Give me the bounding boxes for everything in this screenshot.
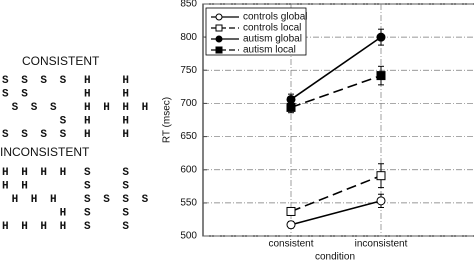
legend-label: controls local bbox=[243, 23, 301, 34]
marker bbox=[376, 171, 386, 181]
marker bbox=[376, 32, 386, 42]
panel-title: CONSISTENT bbox=[22, 54, 100, 68]
series-line bbox=[290, 174, 382, 213]
y-tick-label: 550 bbox=[180, 197, 197, 208]
stimulus-row: H H bbox=[84, 75, 132, 87]
stimulus-row: H H bbox=[84, 115, 132, 127]
marker bbox=[215, 35, 223, 43]
panel-title: INCONSISTENT bbox=[0, 145, 90, 159]
y-tick-label: 650 bbox=[180, 131, 197, 142]
marker bbox=[215, 24, 223, 32]
series-line bbox=[290, 200, 382, 226]
stimulus-row: S S bbox=[84, 221, 132, 233]
stimulus-row: S S bbox=[2, 88, 31, 100]
x-tick-label: consistent bbox=[268, 239, 313, 250]
marker bbox=[376, 196, 386, 206]
y-tick-label: 700 bbox=[180, 98, 197, 109]
stimulus-row: H H H bbox=[2, 194, 60, 206]
legend-box bbox=[205, 7, 307, 56]
marker bbox=[215, 46, 223, 54]
legend-label: autism global bbox=[243, 34, 302, 45]
marker bbox=[286, 206, 296, 216]
y-tick-label: 750 bbox=[180, 65, 197, 76]
stimulus-row: H H bbox=[84, 129, 132, 141]
marker bbox=[286, 102, 296, 112]
stimulus-row: S S S S bbox=[2, 129, 69, 141]
stimulus-row: H H H H bbox=[2, 167, 69, 179]
stimulus-row: S S S S bbox=[2, 75, 69, 87]
y-tick-label: 850 bbox=[180, 0, 197, 10]
stimulus-row: S S bbox=[84, 180, 132, 192]
stimulus-row: S S S S bbox=[84, 194, 151, 206]
stimulus-row: S bbox=[2, 115, 69, 127]
y-tick-label: 500 bbox=[180, 231, 197, 242]
legend-label: autism local bbox=[243, 45, 296, 56]
stimulus-row: H H H H bbox=[84, 102, 151, 114]
stimulus-row: S S bbox=[84, 207, 132, 219]
marker bbox=[286, 220, 296, 230]
marker bbox=[376, 71, 386, 81]
stimulus-row: H H bbox=[84, 88, 132, 100]
marker bbox=[215, 13, 223, 21]
x-tick-label: inconsistent bbox=[355, 239, 408, 250]
series-line bbox=[290, 74, 382, 109]
y-tick-label: 600 bbox=[180, 164, 197, 175]
stimulus-row: S S bbox=[84, 167, 132, 179]
x-axis-label: condition bbox=[315, 252, 355, 262]
stimulus-row: H bbox=[2, 207, 69, 219]
stimulus-row: H H bbox=[2, 180, 31, 192]
series-line bbox=[290, 36, 382, 101]
y-tick-label: 800 bbox=[180, 32, 197, 43]
legend-label: controls global bbox=[243, 12, 307, 23]
y-axis-label: RT (msec) bbox=[162, 97, 173, 143]
stimulus-row: S S S bbox=[2, 102, 60, 114]
stimulus-row: H H H H bbox=[2, 221, 69, 233]
